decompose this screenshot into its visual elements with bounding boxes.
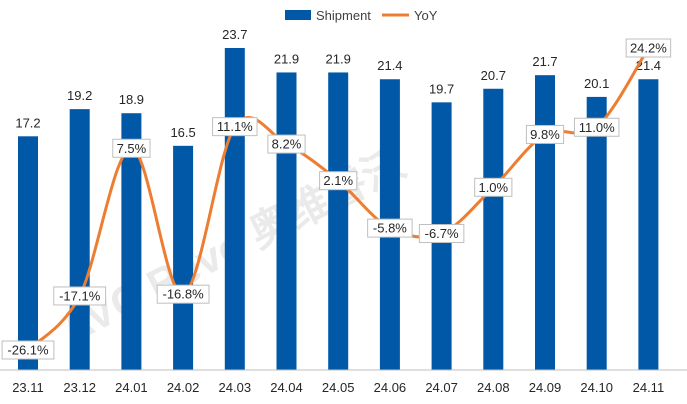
yoy-data-labels: -26.1% -17.1% 7.5% -16.8% 11.1% 8.2% 2.1% -5.8%…: [1, 38, 672, 360]
bar-value-label-24.03: 23.7: [222, 27, 247, 42]
yoy-label-box: [319, 171, 358, 191]
yoy-label-24.11: 24.2%: [625, 38, 672, 58]
bar-24.02: [173, 145, 194, 370]
yoy-label-box: [525, 124, 565, 144]
legend-shipment-swatch: [285, 10, 311, 20]
bar-value-label-24.07: 19.7: [429, 81, 454, 96]
bar-24.09: [535, 75, 555, 370]
yoy-label-24.07: -6.7%: [418, 224, 465, 244]
bar-value-label-24.10: 20.1: [584, 76, 609, 91]
bar-24.08: [483, 88, 504, 370]
x-tick-label-24.01: 24.01: [115, 380, 148, 395]
bar-value-label-24.04: 21.9: [274, 51, 299, 66]
bar-value-labels: 17.2 19.2 18.9 16.5 23.7 21.9 21.9 21.4 19.7 20.7…: [15, 27, 661, 140]
yoy-label-box: [625, 38, 672, 58]
x-tick-label-24.08: 24.08: [477, 380, 510, 395]
yoy-label-text: 7.5%: [117, 141, 147, 156]
yoy-label-box: [474, 177, 513, 197]
yoy-label-24.08: 1.0%: [474, 177, 513, 197]
yoy-label-23.12: -17.1%: [53, 286, 107, 306]
yoy-label-text: 8.2%: [272, 137, 302, 152]
x-tick-label-23.12: 23.12: [63, 380, 96, 395]
bar-23.11: [18, 136, 38, 370]
x-tick-label-24.05: 24.05: [322, 380, 355, 395]
x-tick-label-24.06: 24.06: [374, 380, 407, 395]
bar-value-label-24.05: 21.9: [326, 51, 351, 66]
x-tick-label-24.10: 24.10: [580, 380, 613, 395]
bar-24.05: [328, 72, 349, 371]
yoy-label-24.02: -16.8%: [156, 284, 210, 304]
legend-shipment-label: Shipment: [316, 8, 371, 23]
yoy-label-box: [53, 286, 107, 306]
yoy-label-text: -26.1%: [7, 343, 49, 358]
yoy-label-text: -6.7%: [425, 226, 459, 241]
bar-value-label-23.11: 17.2: [15, 115, 40, 130]
yoy-label-24.04: 8.2%: [267, 134, 306, 154]
yoy-label-23.11: -26.1%: [1, 340, 55, 360]
bar-value-label-24.11: 21.4: [636, 58, 661, 73]
yoy-label-box: [573, 117, 620, 137]
yoy-label-box: [267, 134, 306, 154]
bar-24.01: [121, 113, 142, 371]
bar-24.11: [638, 79, 659, 370]
yoy-label-text: -16.8%: [162, 287, 204, 302]
yoy-label-text: 1.0%: [478, 180, 508, 195]
x-axis-ticks: 23.11 23.12 24.01 24.02 24.03 24.04 24.05 24.06…: [12, 380, 664, 395]
x-tick-label-24.02: 24.02: [167, 380, 200, 395]
bar-value-label-24.09: 21.7: [532, 54, 557, 69]
yoy-label-24.05: 2.1%: [319, 171, 358, 191]
x-tick-label-24.04: 24.04: [270, 380, 303, 395]
yoy-label-box: [112, 138, 151, 158]
yoy-label-text: -17.1%: [59, 288, 101, 303]
x-tick-label-24.07: 24.07: [425, 380, 458, 395]
bar-value-label-23.12: 19.2: [67, 88, 92, 103]
yoy-label-text: 11.1%: [217, 119, 253, 134]
bar-value-label-24.06: 21.4: [377, 58, 402, 73]
yoy-label-24.06: -5.8%: [367, 218, 413, 238]
yoy-label-text: 2.1%: [323, 173, 353, 188]
bar-24.10: [586, 96, 607, 371]
bar-24.03: [224, 48, 245, 370]
yoy-label-text: 11.0%: [579, 120, 615, 135]
yoy-label-24.09: 9.8%: [525, 124, 565, 144]
yoy-label-text: -5.8%: [373, 221, 407, 236]
yoy-label-box: [1, 340, 55, 360]
x-tick-label-24.11: 24.11: [633, 380, 665, 395]
yoy-label-box: [367, 218, 413, 238]
yoy-label-text: 24.2%: [630, 41, 667, 56]
x-tick-label-24.09: 24.09: [529, 380, 562, 395]
yoy-label-box: [156, 284, 210, 304]
legend: Shipment YoY: [285, 8, 438, 23]
bar-value-label-24.08: 20.7: [481, 68, 506, 83]
bar-value-label-24.01: 18.9: [119, 92, 144, 107]
yoy-label-box: [418, 224, 465, 244]
legend-yoy-label: YoY: [414, 8, 438, 23]
x-tick-label-23.11: 23.11: [12, 380, 44, 395]
yoy-label-box: [212, 117, 258, 137]
bar-24.04: [276, 72, 297, 371]
x-tick-label-24.03: 24.03: [219, 380, 252, 395]
yoy-label-24.01: 7.5%: [112, 138, 151, 158]
yoy-label-24.10: 11.0%: [573, 117, 620, 137]
bar-23.12: [69, 109, 90, 370]
bar-value-label-24.02: 16.5: [170, 125, 195, 140]
yoy-label-24.03: 11.1%: [212, 117, 258, 137]
yoy-label-text: 9.8%: [530, 127, 560, 142]
